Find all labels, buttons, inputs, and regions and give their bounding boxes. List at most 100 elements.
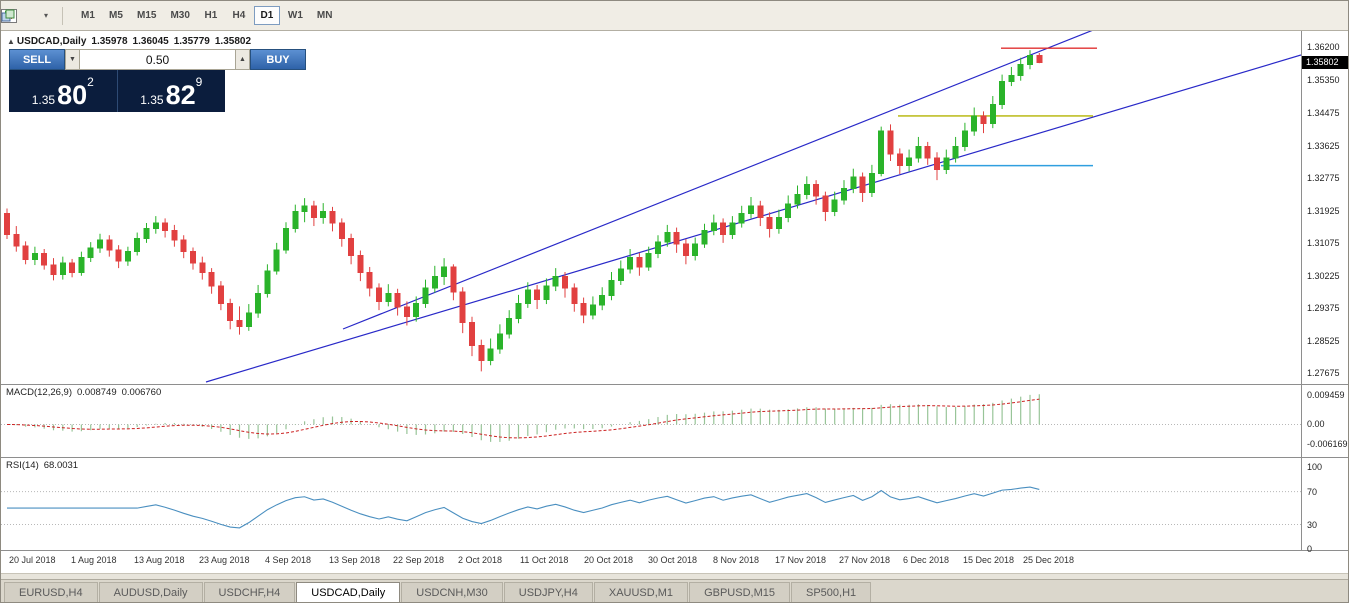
macd-value-2: 0.006760 <box>121 387 162 398</box>
timeframe-button-m1[interactable]: M1 <box>81 10 95 21</box>
ohlc-low: 1.35779 <box>173 36 210 47</box>
candle <box>775 209 782 234</box>
candle <box>850 168 857 194</box>
chart-tab-usdjpy-h4[interactable]: USDJPY,H4 <box>503 582 593 602</box>
candle <box>357 250 364 282</box>
candle <box>738 205 745 228</box>
timeframe-button-h4[interactable]: H4 <box>232 10 246 21</box>
timeframe-button-mn[interactable]: MN <box>316 10 333 21</box>
chart-tab-usdcad-daily[interactable]: USDCAD,Daily <box>296 582 401 602</box>
candle <box>710 214 717 236</box>
candle <box>69 258 76 278</box>
candle <box>831 191 838 217</box>
candle <box>515 294 522 324</box>
candle <box>273 242 280 275</box>
panel-separator[interactable] <box>1 457 1348 458</box>
candle <box>934 152 940 181</box>
candle <box>868 164 875 197</box>
candle <box>599 287 606 311</box>
date-axis-label: 1 Aug 2018 <box>71 555 117 565</box>
candle <box>134 232 141 256</box>
main-chart-svg[interactable] <box>1 31 1301 384</box>
candle <box>924 141 931 165</box>
candle <box>87 242 94 262</box>
rsi-axis-label: 70 <box>1307 486 1318 497</box>
dropdown-arrow-icon[interactable]: ▾ <box>43 11 48 20</box>
price-axis-label: 1.34475 <box>1307 108 1340 119</box>
indicators-icon[interactable]: ▾ <box>1 6 57 26</box>
trendline[interactable] <box>342 31 1161 330</box>
date-axis-label: 13 Sep 2018 <box>329 555 381 565</box>
timeframe-button-h1[interactable]: H1 <box>204 10 218 21</box>
candle <box>961 122 968 152</box>
rsi-panel-svg[interactable] <box>1 458 1301 550</box>
chart-tab-eurusd-h4[interactable]: EURUSD,H4 <box>4 582 98 602</box>
chart-tab-usdcnh-m30[interactable]: USDCNH,M30 <box>401 582 503 602</box>
volume-decrease-button[interactable]: ▼ <box>65 49 80 70</box>
macd-axis-label: 0.00 <box>1307 419 1325 430</box>
candle <box>366 266 373 297</box>
candle <box>1008 66 1015 87</box>
candle <box>1027 50 1033 70</box>
macd-axis-label: -0.006169 <box>1307 438 1348 449</box>
timeframe-button-m15[interactable]: M15 <box>137 10 157 21</box>
candle <box>608 271 615 301</box>
candle <box>59 256 66 280</box>
chart-tab-gbpusd-m15[interactable]: GBPUSD,M15 <box>689 582 790 602</box>
buy-price-display[interactable]: 1.35 82 9 <box>118 70 226 112</box>
sell-price-display[interactable]: 1.35 80 2 <box>9 70 117 112</box>
candle <box>152 216 159 234</box>
candle <box>617 260 624 285</box>
candle <box>692 237 699 261</box>
candle <box>180 235 187 259</box>
candle <box>255 284 262 318</box>
chart-tab-xauusd-m1[interactable]: XAUUSD,M1 <box>593 582 689 602</box>
candle <box>841 180 847 205</box>
date-axis-label: 4 Sep 2018 <box>265 555 312 565</box>
chart-tab-usdchf-h4[interactable]: USDCHF,H4 <box>203 582 296 602</box>
macd-label: MACD(12,26,9) 0.008749 0.006760 <box>6 387 161 398</box>
timeframe-button-w1[interactable]: W1 <box>287 10 303 21</box>
candle <box>943 149 950 175</box>
timeframe-button-d1[interactable]: D1 <box>253 6 280 25</box>
candle <box>115 245 122 269</box>
trendline[interactable] <box>205 54 1301 383</box>
date-axis-label: 30 Oct 2018 <box>648 555 698 565</box>
toolbar: ▾ M1 M5 M15 M30 H1 H4 D1 W1 MN <box>1 1 1348 31</box>
candle <box>385 284 392 307</box>
candle <box>245 304 252 331</box>
candle <box>506 310 513 339</box>
candle <box>50 258 57 281</box>
candle <box>217 281 224 311</box>
candle <box>31 246 38 266</box>
candle <box>664 224 671 247</box>
timeframe-button-m5[interactable]: M5 <box>109 10 123 21</box>
chart-tab-sp500-h1[interactable]: SP500,H1 <box>790 582 872 602</box>
candle <box>413 296 420 322</box>
statusbar-strip <box>1 573 1348 579</box>
macd-value-1: 0.008749 <box>77 387 117 398</box>
candle <box>4 208 10 240</box>
volume-input[interactable] <box>80 49 235 70</box>
chart-tab-audusd-daily[interactable]: AUDUSD,Daily <box>98 582 203 602</box>
candle <box>887 124 894 162</box>
date-axis-label: 22 Sep 2018 <box>393 555 445 565</box>
current-price-tag: 1.35802 <box>1302 55 1348 69</box>
buy-button[interactable]: BUY <box>250 49 306 70</box>
toolbar-separator <box>62 6 63 25</box>
price-axis-label: 1.27675 <box>1307 368 1340 379</box>
candle <box>794 185 801 209</box>
candle <box>441 258 448 285</box>
sell-button[interactable]: SELL <box>9 49 65 70</box>
candle <box>989 96 996 129</box>
panel-separator[interactable] <box>1 384 1348 385</box>
candle <box>199 256 206 280</box>
candle <box>896 148 903 175</box>
timeframe-button-m30[interactable]: M30 <box>170 10 190 21</box>
candle <box>580 297 587 324</box>
volume-increase-button[interactable]: ▲ <box>235 49 250 70</box>
date-axis-label: 8 Nov 2018 <box>713 555 760 565</box>
candle <box>143 222 150 243</box>
macd-panel-svg[interactable] <box>1 385 1301 457</box>
price-axis-label: 1.33625 <box>1307 140 1340 151</box>
